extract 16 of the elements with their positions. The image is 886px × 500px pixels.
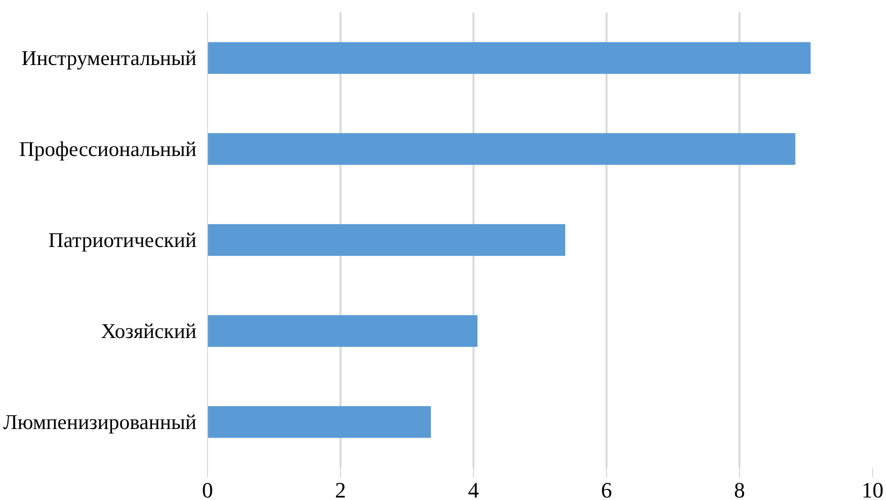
x-tick-label: 2 <box>335 478 346 500</box>
x-tick-label: 6 <box>601 478 612 500</box>
y-tick-label: Люмпенизированный <box>3 410 196 434</box>
x-tick-label: 10 <box>862 478 884 500</box>
y-tick-label: Патриотический <box>48 228 197 252</box>
x-tick-label: 0 <box>202 478 213 500</box>
x-tick-label: 8 <box>734 478 745 500</box>
bar <box>208 406 431 438</box>
bar <box>208 315 478 347</box>
bar <box>208 133 796 165</box>
y-tick-label: Инструментальный <box>21 46 197 70</box>
x-tick-label: 4 <box>468 478 479 500</box>
bar <box>208 224 566 256</box>
bar <box>208 42 811 74</box>
y-tick-label: Профессиональный <box>19 137 197 161</box>
y-tick-label: Хозяйский <box>100 319 197 343</box>
